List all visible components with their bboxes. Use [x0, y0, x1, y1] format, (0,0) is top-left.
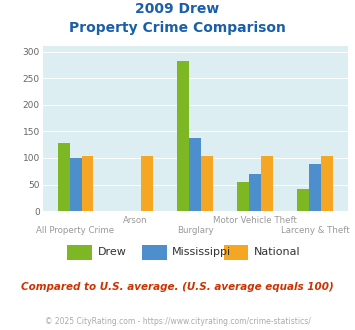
Bar: [177, 61, 189, 211]
Bar: [237, 182, 249, 211]
Bar: [58, 143, 70, 211]
Text: National: National: [254, 248, 300, 257]
Bar: [141, 156, 153, 211]
Bar: [309, 164, 321, 211]
Bar: [82, 156, 93, 211]
Text: Motor Vehicle Theft: Motor Vehicle Theft: [213, 216, 297, 225]
Bar: [261, 156, 273, 211]
Text: Larceny & Theft: Larceny & Theft: [281, 226, 349, 235]
Bar: [297, 189, 309, 211]
Text: Mississippi: Mississippi: [172, 248, 231, 257]
Bar: [321, 156, 333, 211]
Text: Property Crime Comparison: Property Crime Comparison: [69, 21, 286, 35]
Text: Arson: Arson: [123, 216, 148, 225]
Text: All Property Crime: All Property Crime: [37, 226, 115, 235]
Bar: [189, 138, 201, 211]
Text: Drew: Drew: [98, 248, 126, 257]
Text: © 2025 CityRating.com - https://www.cityrating.com/crime-statistics/: © 2025 CityRating.com - https://www.city…: [45, 317, 310, 326]
Text: Compared to U.S. average. (U.S. average equals 100): Compared to U.S. average. (U.S. average …: [21, 282, 334, 292]
Bar: [201, 156, 213, 211]
Text: 2009 Drew: 2009 Drew: [135, 2, 220, 16]
Bar: [249, 174, 261, 211]
Bar: [70, 158, 82, 211]
Text: Burglary: Burglary: [177, 226, 214, 235]
